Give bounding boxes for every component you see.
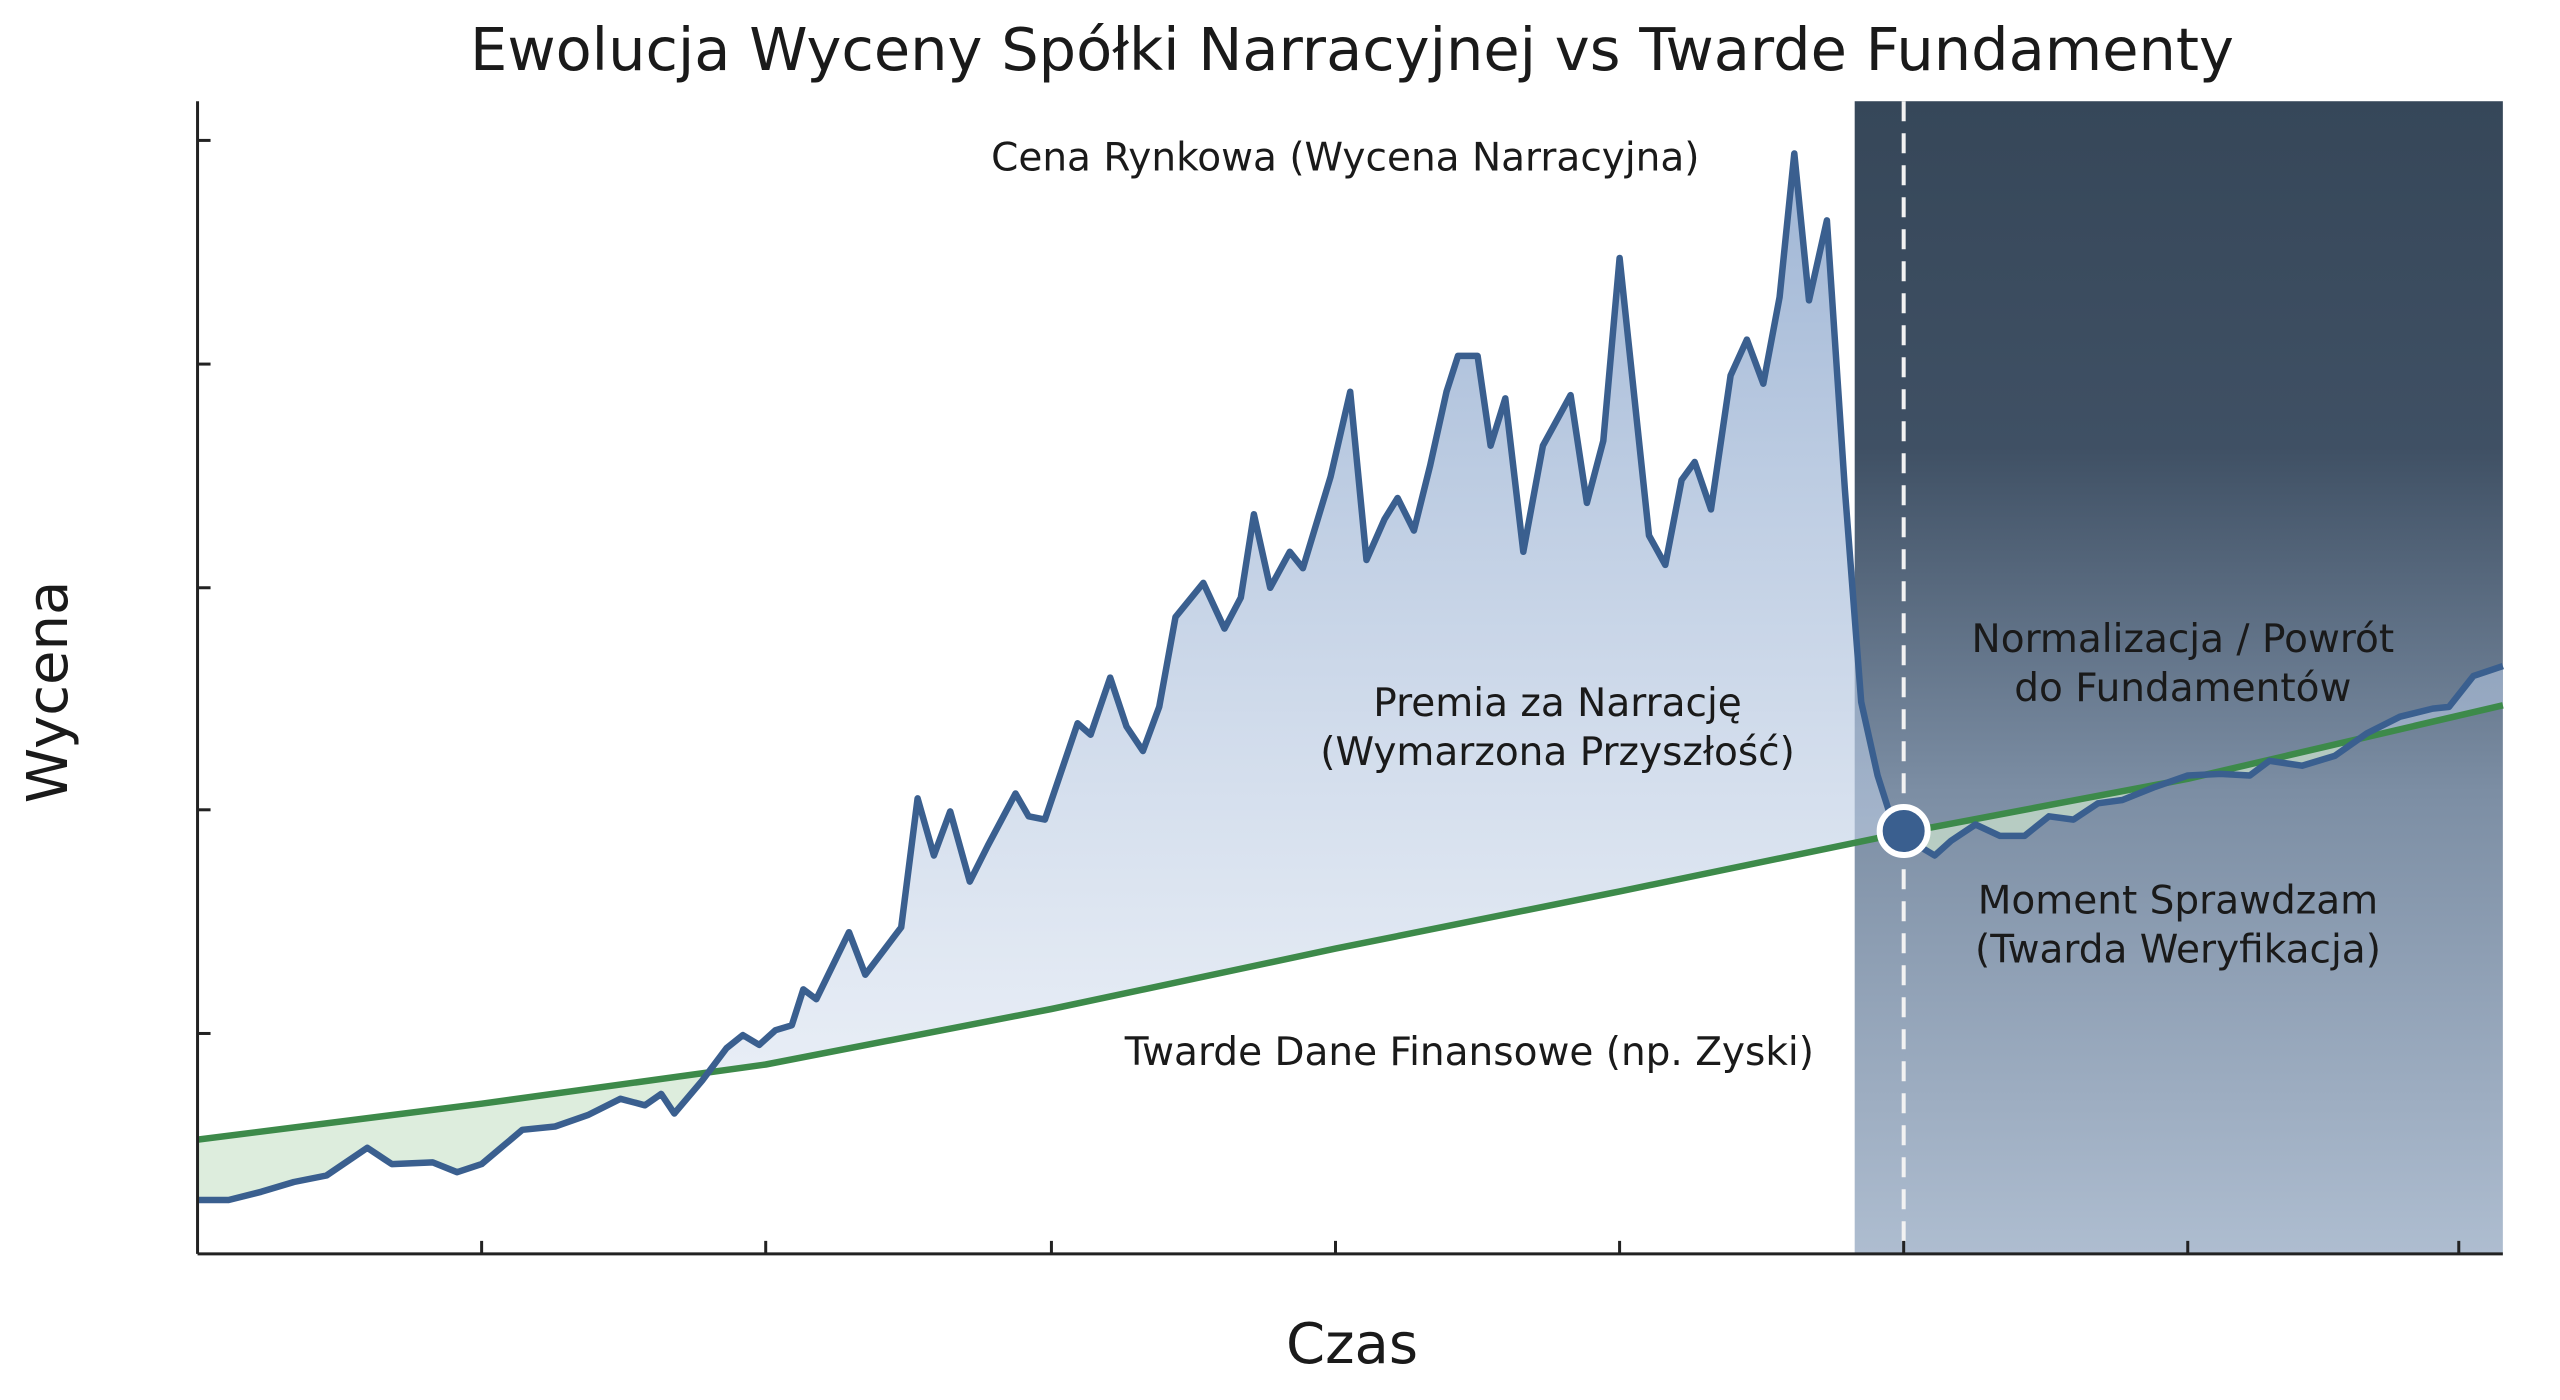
x-axis-label: Czas bbox=[1286, 1312, 1418, 1377]
chart-title: Ewolucja Wyceny Spółki Narracyjnej vs Tw… bbox=[470, 15, 2234, 84]
series-line bbox=[197, 702, 2504, 1143]
plot: Cena Rynkowa (Wycena Narracyjna) Twarde D… bbox=[196, 101, 2504, 1256]
annotation: (Wymarzona Przyszłość) bbox=[1320, 730, 1795, 775]
series-label: Cena Rynkowa (Wycena Narracyjna) bbox=[991, 136, 1699, 181]
annotation: Premia za Narrację bbox=[1373, 681, 1742, 726]
series-line bbox=[197, 150, 2504, 1204]
checkpoint-dot bbox=[1876, 804, 1931, 859]
series-label: Twarde Dane Finansowe (np. Zyski) bbox=[1124, 1030, 1814, 1075]
y-axis-label: Wycena bbox=[16, 581, 81, 804]
premium-area bbox=[197, 153, 2503, 1140]
annotation: do Fundamentów bbox=[2014, 666, 2351, 711]
annotation: Normalizacja / Powrót bbox=[1972, 617, 2395, 662]
highlight-region bbox=[1854, 101, 2503, 1254]
annotation: (Twarda Weryfikacja) bbox=[1975, 927, 2381, 972]
annotation: Moment Sprawdzam bbox=[1978, 878, 2378, 923]
